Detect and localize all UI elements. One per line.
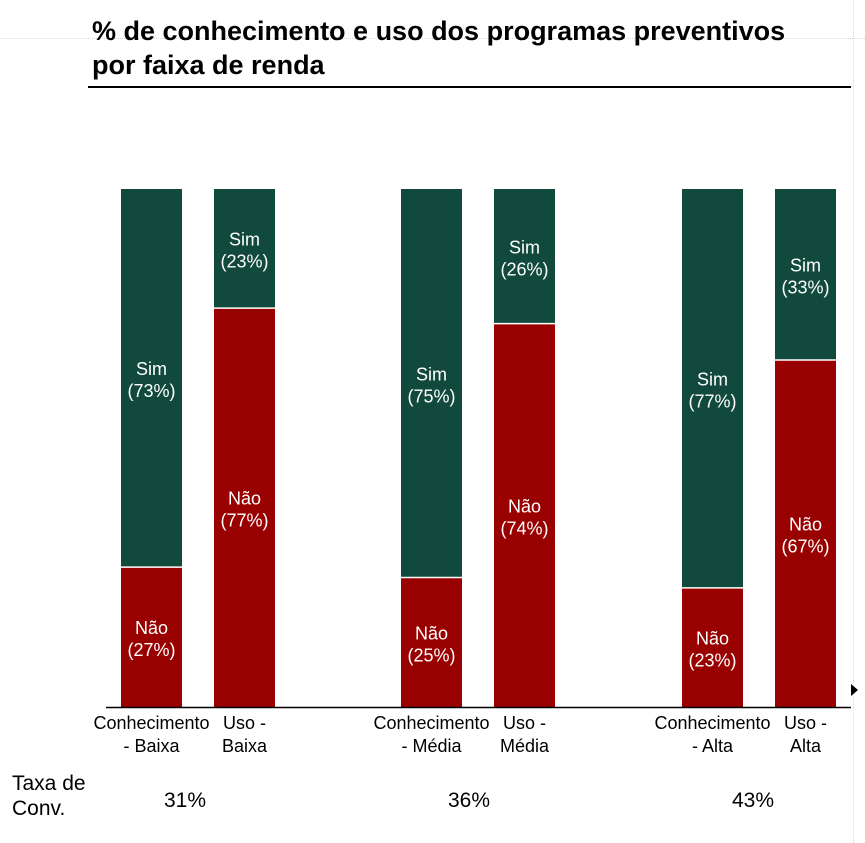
data-label-name-sim-uso-alta: Sim (790, 255, 821, 275)
slide-guide-vertical (853, 0, 854, 843)
data-label-value-sim-conhecimento-baixa: (73%) (127, 381, 175, 401)
data-label-name-sim-conhecimento-media: Sim (416, 364, 447, 384)
data-label-value-nao-uso-media: (74%) (500, 518, 548, 538)
data-label-name-sim-uso-baixa: Sim (229, 230, 260, 250)
bar-sim-uso-media (494, 189, 555, 324)
category-label-conhecimento-baixa-line-1: Conhecimento (93, 713, 209, 733)
data-label-name-sim-conhecimento-baixa: Sim (136, 359, 167, 379)
category-label-conhecimento-media-line-2: - Média (401, 736, 462, 756)
conversion-rate-label: Taxa de Conv. (12, 772, 86, 820)
category-label-conhecimento-baixa-line-2: - Baixa (123, 736, 180, 756)
bar-sim-uso-alta (775, 189, 836, 360)
conversion-rate-alta: 43% (731, 789, 775, 812)
bar-sim-uso-baixa (214, 189, 275, 309)
stacked-bar-chart: Não(27%)Sim(73%)Conhecimento- BaixaNão(7… (93, 189, 851, 756)
data-label-name-nao-conhecimento-baixa: Não (135, 618, 168, 638)
data-label-name-sim-uso-media: Sim (509, 237, 540, 257)
data-label-value-nao-conhecimento-baixa: (27%) (127, 640, 175, 660)
conversion-rate-baixa: 31% (163, 789, 207, 812)
slide-guide-horizontal (0, 38, 865, 39)
bar-nao-uso-media (494, 323, 555, 707)
data-label-name-nao-conhecimento-media: Não (415, 623, 448, 643)
category-label-uso-media-line-1: Uso - (503, 713, 546, 733)
slide-marker-arrow-icon (851, 684, 858, 696)
data-label-value-sim-uso-alta: (33%) (781, 277, 829, 297)
data-label-name-sim-conhecimento-alta: Sim (697, 369, 728, 389)
data-label-name-nao-uso-baixa: Não (228, 489, 261, 509)
bar-nao-uso-baixa (214, 308, 275, 707)
category-label-conhecimento-media-line-1: Conhecimento (373, 713, 489, 733)
bar-sim-conhecimento-baixa (121, 189, 182, 568)
category-label-conhecimento-alta-line-1: Conhecimento (654, 713, 770, 733)
data-label-value-nao-conhecimento-media: (25%) (407, 645, 455, 665)
data-label-value-nao-uso-alta: (67%) (781, 536, 829, 556)
category-label-uso-baixa-line-2: Baixa (222, 736, 268, 756)
data-label-value-sim-uso-media: (26%) (500, 259, 548, 279)
data-label-value-sim-conhecimento-media: (75%) (407, 386, 455, 406)
category-label-uso-baixa-line-1: Uso - (223, 713, 266, 733)
bar-sim-conhecimento-media (401, 189, 462, 578)
data-label-value-sim-conhecimento-alta: (77%) (688, 391, 736, 411)
data-label-value-nao-conhecimento-alta: (23%) (688, 650, 736, 670)
data-label-name-nao-conhecimento-alta: Não (696, 628, 729, 648)
category-label-conhecimento-alta-line-2: - Alta (692, 736, 734, 756)
chart-title: % de conhecimento e uso dos programas pr… (92, 16, 786, 80)
category-label-uso-media-line-2: Média (500, 736, 550, 756)
conversion-rate-media: 36% (447, 789, 491, 812)
bar-nao-conhecimento-media (401, 577, 462, 707)
data-label-value-nao-uso-baixa: (77%) (220, 511, 268, 531)
bar-sim-conhecimento-alta (682, 189, 743, 588)
category-label-uso-alta-line-2: Alta (790, 736, 822, 756)
bar-nao-uso-alta (775, 359, 836, 707)
category-label-uso-alta-line-1: Uso - (784, 713, 827, 733)
data-label-name-nao-uso-alta: Não (789, 514, 822, 534)
data-label-name-nao-uso-media: Não (508, 496, 541, 516)
data-label-value-sim-uso-baixa: (23%) (220, 252, 268, 272)
bar-nao-conhecimento-baixa (121, 567, 182, 707)
bar-nao-conhecimento-alta (682, 587, 743, 707)
title-underline (88, 86, 851, 88)
